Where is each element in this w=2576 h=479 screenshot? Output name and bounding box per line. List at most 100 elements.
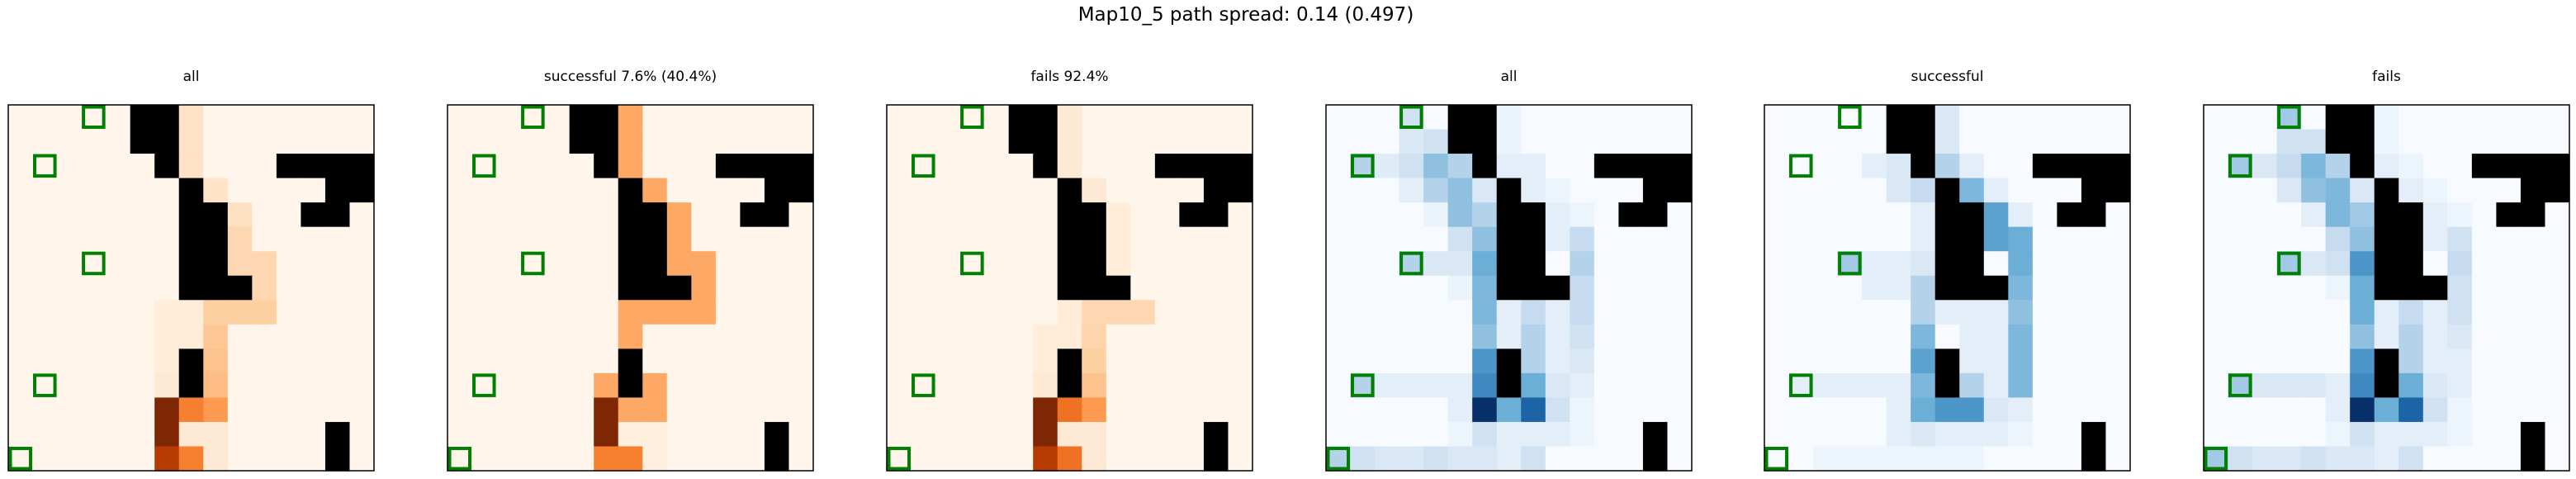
heatmap-cell [545,202,571,228]
heatmap-cell [447,397,473,423]
heatmap-cell [1934,446,1960,472]
heatmap-cell [2032,446,2057,472]
heatmap-cell [2447,275,2473,301]
heatmap-cell [2057,446,2082,472]
heatmap-cell [1642,129,1669,154]
heatmap-cell [715,202,741,228]
heatmap-cell [545,397,571,423]
heatmap-cell [1057,129,1082,154]
heatmap-cell [959,397,985,423]
heatmap-cell [2325,178,2351,203]
heatmap-cell [1642,397,1669,423]
heatmap-cell [2422,324,2448,349]
heatmap-cell [1082,324,1107,349]
heatmap-cell [2447,178,2473,203]
heatmap-cell [1472,202,1498,228]
heatmap-cell [520,421,546,448]
heatmap-cell [57,324,83,349]
heatmap-cell [2252,349,2278,374]
heatmap-cell [1934,105,1960,130]
heatmap-cell [1788,397,1814,423]
obstacle-cell [1911,129,1936,154]
heatmap-cell [1764,300,1790,325]
heatmap-cell [959,202,985,228]
heatmap-cell [2398,324,2424,349]
obstacle-cell [642,202,668,228]
heatmap-cell [2057,275,2082,301]
heatmap-cell [154,372,180,398]
heatmap-cell [1959,300,1985,325]
heatmap-cell [642,324,668,349]
heatmap-cell [1545,421,1570,448]
heatmap-cell [1472,300,1498,325]
heatmap-cell [252,251,277,277]
heatmap-cell [666,349,692,374]
heatmap-cell [130,372,155,398]
heatmap-cell [1154,421,1180,448]
heatmap-cell [1983,446,2009,472]
heatmap-cell [1106,202,1131,228]
heatmap-cell [81,446,107,472]
heatmap-cell [887,251,912,277]
heatmap-cell [471,105,497,130]
heatmap-cell [1618,226,1644,252]
heatmap-cell [1667,372,1693,398]
heatmap-cell [471,446,497,472]
heatmap-cell [911,397,936,423]
heatmap-cell [2032,421,2057,448]
heatmap-cell [1203,129,1229,154]
goal-marker [960,251,984,276]
heatmap-cell [57,178,83,203]
obstacle-cell [1228,178,1253,203]
heatmap-cell [1326,421,1352,448]
heatmap-cell [887,300,912,325]
heatmap-cell [1521,446,1546,472]
heatmap-cell [106,226,131,252]
heatmap-cell [1934,324,1960,349]
goal-marker [1399,105,1423,130]
heatmap-cell [715,129,741,154]
heatmap-cell [545,129,571,154]
heatmap-cell [1618,129,1644,154]
heatmap-cell [1570,397,1595,423]
heatmap-cell [1593,202,1619,228]
heatmap-cell [2545,324,2570,349]
heatmap-cell [788,421,814,448]
heatmap-cell [642,421,668,448]
heatmap-cell [130,226,155,252]
heatmap-cell [1350,129,1376,154]
heatmap-cell [1545,446,1570,472]
heatmap-cell [1667,397,1693,423]
heatmap-cell [2057,349,2082,374]
obstacle-cell [1496,275,1522,301]
heatmap-cell [1642,275,1669,301]
heatmap-cell [1326,178,1352,203]
heatmap-cell [2398,372,2424,398]
heatmap-cell [1886,226,1911,252]
heatmap-cell [252,202,277,228]
heatmap-cell [618,300,643,325]
heatmap-cell [2008,446,2034,472]
heatmap-cell [666,202,692,228]
heatmap-cell [1375,105,1400,130]
heatmap-cell [959,154,985,179]
heatmap-cell [2325,251,2351,277]
heatmap-cell [1399,349,1424,374]
heatmap-cell [1837,154,1863,179]
obstacle-cell [1496,251,1522,277]
heatmap-cell [520,372,546,398]
heatmap-cell [2471,372,2497,398]
heatmap-cell [1667,421,1693,448]
heatmap-cell [691,421,717,448]
obstacle-cell [154,129,180,154]
heatmap-cell [984,446,1010,472]
obstacle-cell [764,421,790,448]
heatmap-cell [935,421,961,448]
heatmap-cell [2204,397,2229,423]
heatmap-cell [715,300,741,325]
heatmap-cell [1326,226,1352,252]
heatmap-cell [349,446,375,472]
heatmap-cell [471,300,497,325]
heatmap-cell [2545,397,2570,423]
heatmap-cell [1862,397,1887,423]
